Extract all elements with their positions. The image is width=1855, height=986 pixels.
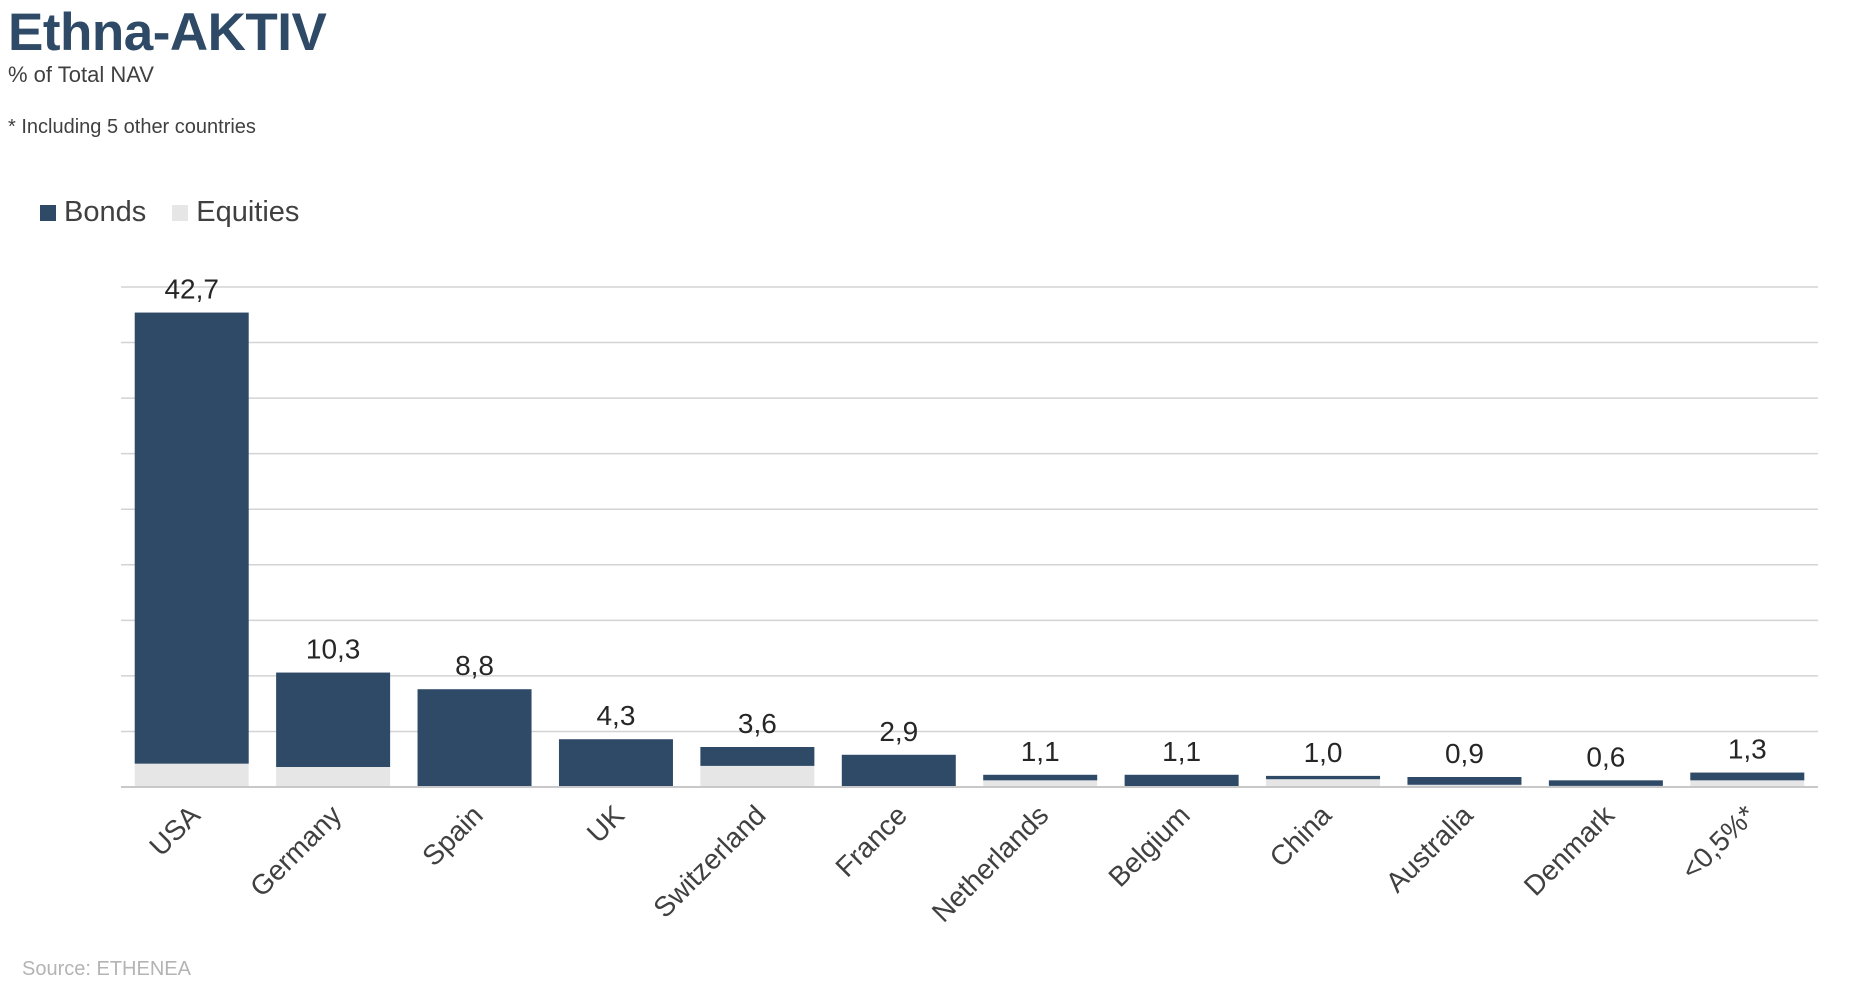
bar-bonds-denmark xyxy=(1548,780,1663,786)
tick-label: UK xyxy=(581,799,631,849)
value-label: 1,3 xyxy=(1728,734,1767,765)
value-label: 4,3 xyxy=(596,700,635,731)
value-label: 8,8 xyxy=(455,650,494,681)
bar-bonds-switzerland xyxy=(700,747,815,766)
bar-equities-germany xyxy=(276,767,391,787)
tick-label: France xyxy=(829,799,913,883)
equities-swatch xyxy=(172,204,189,221)
value-label: 2,9 xyxy=(879,716,918,747)
page-title: Ethna-AKTIV xyxy=(8,3,327,62)
value-labels: 42,7 10,3 8,8 4,3 3,6 2,9 1,1 1,1 1,0 0,9 0,6 1,3 xyxy=(164,274,1766,773)
bar-equities-switzerland xyxy=(700,765,815,787)
bar-bonds-spain xyxy=(417,689,532,787)
bar-equities-australia xyxy=(1407,784,1522,787)
tick-label: Switzerland xyxy=(647,799,771,923)
bar-bonds-belgium xyxy=(1124,774,1239,787)
legend-item-bonds: Bonds xyxy=(40,196,146,229)
value-label: 1,0 xyxy=(1304,737,1343,768)
value-label: 10,3 xyxy=(306,634,361,665)
tick-label: Germany xyxy=(244,799,347,902)
bar-bonds-france xyxy=(841,754,956,787)
source-note: Source: ETHENEA xyxy=(22,958,191,980)
legend: Bonds Equities xyxy=(40,196,325,229)
value-label: 42,7 xyxy=(164,274,219,305)
bars xyxy=(134,312,1805,787)
bar-bonds-china xyxy=(1266,775,1381,780)
gridlines xyxy=(121,286,1818,733)
chart-subtitle: % of Total NAV xyxy=(8,62,154,87)
tick-label: <0,5%* xyxy=(1675,799,1761,885)
x-tick-labels: USA Germany Spain UK Switzerland France Nether… xyxy=(143,799,1761,928)
bar-bonds-germany xyxy=(276,672,391,767)
tick-label: Netherlands xyxy=(926,799,1055,928)
value-label: 0,6 xyxy=(1586,741,1625,772)
bar-equities-netherlands xyxy=(983,780,1098,787)
tick-label: Belgium xyxy=(1102,799,1195,892)
legend-label-equities: Equities xyxy=(196,196,300,228)
value-label: 3,6 xyxy=(738,708,777,739)
bar-bonds-netherlands xyxy=(983,774,1098,781)
bar-equities-china xyxy=(1266,779,1381,787)
value-label: 1,1 xyxy=(1162,736,1201,767)
legend-label-bonds: Bonds xyxy=(64,196,147,228)
bar-bonds-05 xyxy=(1690,772,1805,781)
bar-bonds-australia xyxy=(1407,777,1522,785)
bar-bonds-uk xyxy=(558,739,673,787)
tick-label: USA xyxy=(143,799,206,862)
bonds-swatch xyxy=(40,204,56,221)
value-label: 0,9 xyxy=(1445,738,1484,769)
footnote: * Including 5 other countries xyxy=(8,116,256,138)
bar-equities-usa xyxy=(134,763,249,787)
tick-label: China xyxy=(1264,799,1338,873)
tick-label: Spain xyxy=(416,799,489,872)
bar-bonds-usa xyxy=(134,312,249,764)
legend-item-equities: Equities xyxy=(172,196,299,229)
bar-equities-05 xyxy=(1690,780,1805,787)
tick-label: Denmark xyxy=(1518,799,1621,902)
value-label: 1,1 xyxy=(1021,736,1060,767)
tick-label: Australia xyxy=(1380,799,1479,898)
